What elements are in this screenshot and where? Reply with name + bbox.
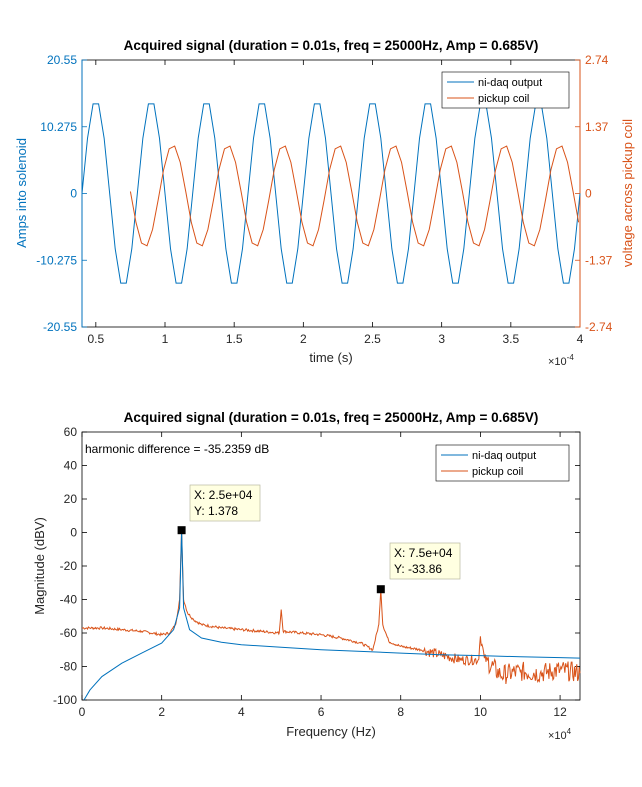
bottom-legend-label-ni-daq: ni-daq output [472, 450, 536, 462]
bottom-y-tick-label: 60 [64, 425, 78, 439]
bottom-x-tick-label: 2 [158, 705, 165, 719]
bottom-x-tick-label: 8 [397, 705, 404, 719]
top-y-left-tick-label: 20.55 [47, 53, 77, 67]
bottom-y-tick-label: 0 [70, 526, 77, 540]
bottom-axis-ticks: 0 2 4 6 8 10 12 -100 -80 -60 -40 -20 0 20 40 60 [53, 425, 580, 719]
bottom-x-tick-label: 0 [79, 705, 86, 719]
top-y-right-tick-label: 0 [585, 187, 592, 201]
top-legend-label-ni-daq: ni-daq output [478, 77, 542, 89]
datatip-harmonic[interactable]: X: 7.5e+04 Y: -33.86 [389, 542, 461, 580]
bottom-x-tick-label: 6 [318, 705, 325, 719]
bottom-legend: ni-daq output pickup coil [435, 444, 570, 482]
datatip-fundamental-y: Y: 1.378 [194, 504, 238, 518]
bottom-y-tick-label: 40 [64, 459, 78, 473]
top-x-exponent: ×10-4 [548, 353, 574, 368]
bottom-x-tick-label: 10 [474, 705, 488, 719]
top-series-pickup-coil [129, 145, 580, 247]
top-xlabel: time (s) [309, 350, 352, 365]
top-y-left-tick-label: 10.275 [40, 120, 77, 134]
top-x-tick-label: 4 [577, 332, 584, 346]
bottom-series-ni-daq-output [83, 530, 581, 701]
top-x-tick-label: 3 [438, 332, 445, 346]
bottom-y-tick-label: 20 [64, 492, 78, 506]
bottom-x-exponent: ×104 [548, 727, 572, 742]
bottom-legend-label-pickup: pickup coil [472, 466, 523, 478]
top-series-ni-daq-output [81, 103, 581, 284]
top-y-right-tick-label: 1.37 [585, 120, 609, 134]
top-x-tick-label: 3.5 [502, 332, 519, 346]
top-axis-ticks: 0.5 1 1.5 2 2.5 3 3.5 4 -20.55 -10.275 0 10.275 20.5… [36, 53, 612, 346]
top-x-tick-label: 1.5 [226, 332, 243, 346]
bottom-chart-title: Acquired signal (duration = 0.01s, freq … [124, 410, 539, 425]
frequency-domain-chart: Acquired signal (duration = 0.01s, freq … [32, 410, 581, 742]
top-x-tick-label: 0.5 [87, 332, 104, 346]
harmonic-difference-annotation: harmonic difference = -35.2359 dB [85, 442, 269, 456]
bottom-ylabel: Magnitude (dBV) [32, 517, 47, 615]
top-ylabel-left: Amps into solenoid [14, 138, 29, 248]
time-domain-chart: Acquired signal (duration = 0.01s, freq … [14, 38, 635, 368]
bottom-y-tick-label: -100 [53, 693, 77, 707]
bottom-xlabel: Frequency (Hz) [286, 724, 376, 739]
top-x-tick-label: 1 [162, 332, 169, 346]
datatip-harmonic-y: Y: -33.86 [394, 562, 442, 576]
bottom-y-tick-label: -40 [60, 593, 78, 607]
datatip-harmonic-x: X: 7.5e+04 [394, 546, 453, 560]
bottom-x-tick-label: 4 [238, 705, 245, 719]
bottom-x-tick-label: 12 [553, 705, 567, 719]
bottom-series-pickup-coil [81, 530, 581, 685]
datatip-fundamental-x: X: 2.5e+04 [194, 488, 253, 502]
top-y-right-tick-label: -2.74 [585, 320, 613, 334]
peak-marker-0[interactable] [177, 526, 186, 535]
top-chart-title: Acquired signal (duration = 0.01s, freq … [124, 38, 539, 53]
bottom-y-tick-label: -20 [60, 559, 78, 573]
top-y-left-tick-label: 0 [70, 187, 77, 201]
datatip-fundamental[interactable]: X: 2.5e+04 Y: 1.378 [189, 484, 261, 522]
top-y-left-tick-label: -20.55 [43, 320, 77, 334]
bottom-y-tick-label: -60 [60, 626, 78, 640]
top-legend: ni-daq output pickup coil [441, 71, 570, 109]
top-x-tick-label: 2 [300, 332, 307, 346]
top-x-tick-label: 2.5 [364, 332, 381, 346]
top-ylabel-right: voltage across pickup coil [620, 119, 635, 267]
bottom-series-lines [81, 530, 581, 701]
top-y-right-tick-label: 2.74 [585, 53, 609, 67]
bottom-y-tick-label: -80 [60, 660, 78, 674]
top-y-right-tick-label: -1.37 [585, 253, 613, 267]
peak-marker-1[interactable] [376, 585, 385, 594]
peak-markers [177, 526, 385, 594]
top-legend-label-pickup: pickup coil [478, 93, 529, 105]
top-y-left-tick-label: -10.275 [36, 253, 77, 267]
top-series-lines [81, 103, 581, 284]
